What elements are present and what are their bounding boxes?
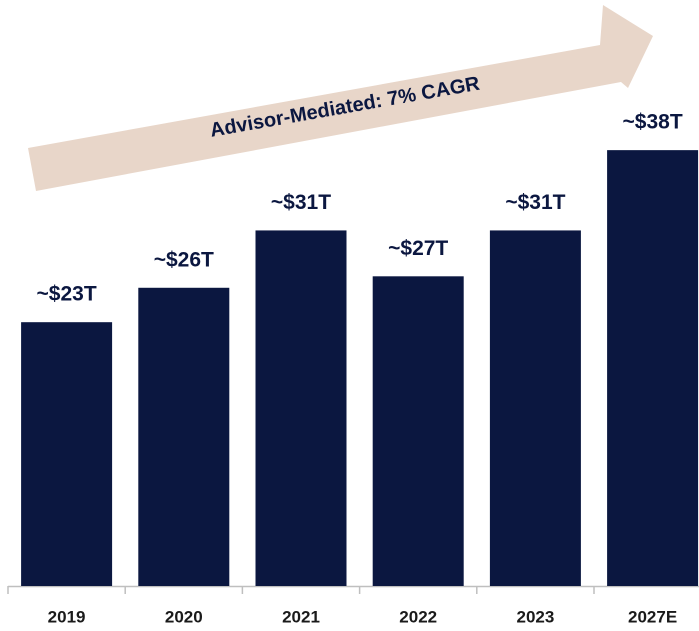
value-label: ~$27T	[388, 237, 448, 260]
bar	[21, 322, 113, 586]
x-tick-label: 2027E	[628, 607, 677, 626]
value-label: ~$26T	[154, 248, 214, 271]
bar	[372, 276, 464, 586]
value-label: ~$38T	[623, 111, 683, 134]
bar	[489, 230, 581, 586]
value-label: ~$31T	[505, 191, 565, 214]
x-tick-label: 2023	[516, 607, 554, 626]
value-label: ~$23T	[37, 283, 97, 306]
value-label: ~$31T	[271, 191, 331, 214]
bar	[607, 150, 699, 586]
x-tick-label: 2019	[48, 607, 86, 626]
x-tick-label: 2022	[399, 607, 437, 626]
x-tick-label: 2021	[282, 607, 320, 626]
x-tick-label: 2020	[165, 607, 203, 626]
growth-arrow	[28, 5, 653, 191]
bar	[138, 287, 230, 586]
bar	[255, 230, 347, 586]
